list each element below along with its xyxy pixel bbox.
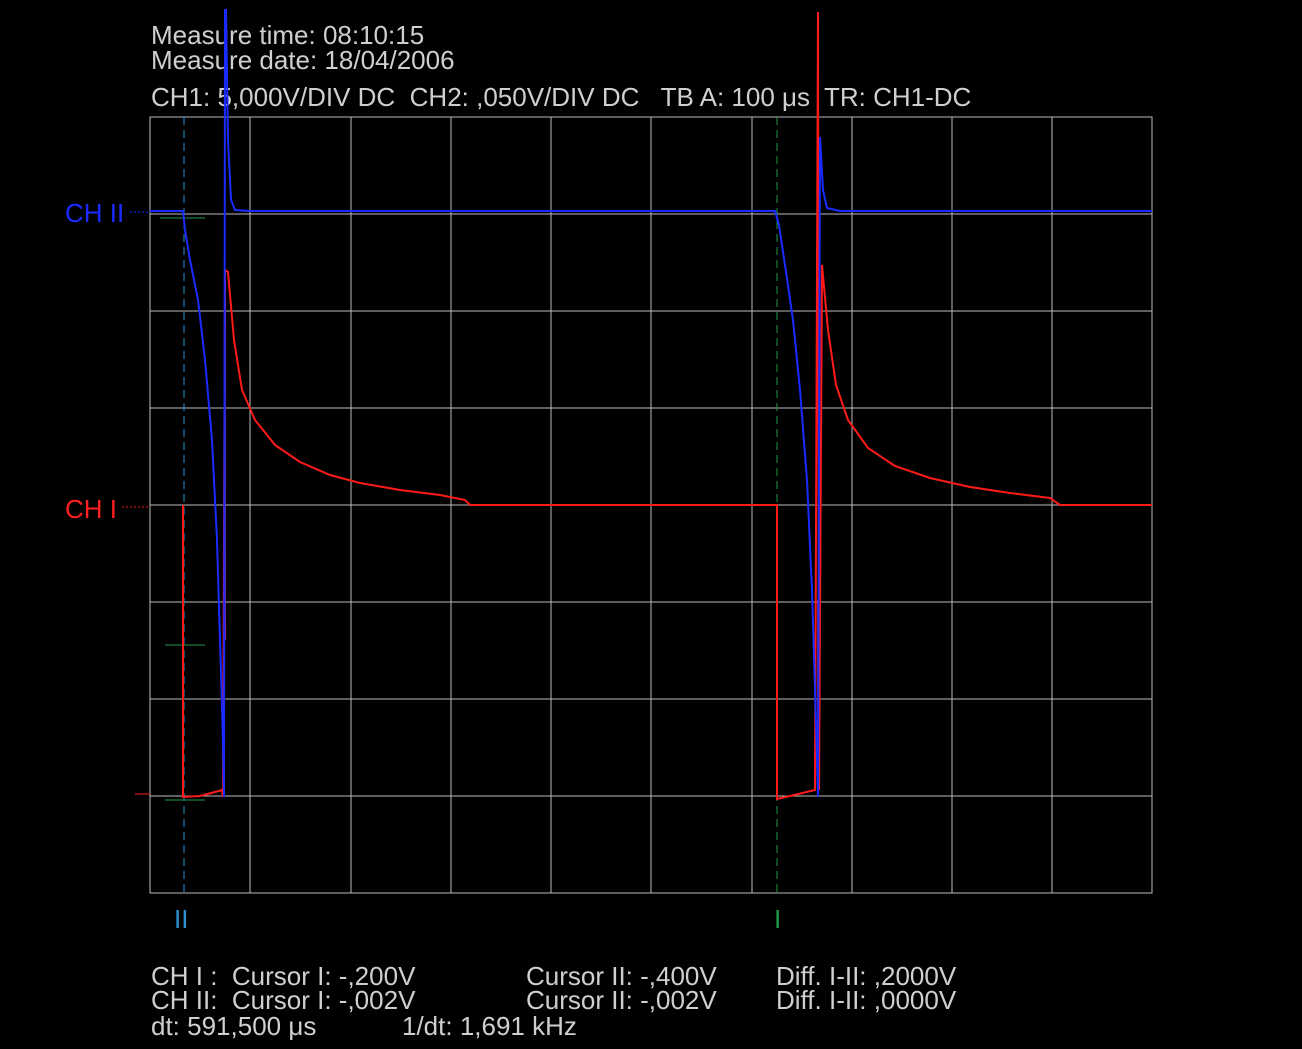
readout: CH I : Cursor I: -,200V	[151, 961, 416, 991]
cursor-1-label: I	[774, 904, 781, 934]
ch2-label: CH II	[65, 198, 124, 228]
readout: Cursor II: -,400V	[526, 961, 717, 991]
readout: 1/dt: 1,691 kHz	[402, 1011, 577, 1041]
ch1-label: CH I	[65, 494, 117, 524]
readout: Diff. I-II: ,0000V	[776, 985, 957, 1015]
readout: Cursor II: -,002V	[526, 985, 717, 1015]
ch2-trace	[150, 9, 1152, 798]
measure-date: Measure date: 18/04/2006	[151, 45, 455, 75]
measure-time: Measure time: 08:10:15	[151, 20, 424, 50]
readout: CH II: Cursor I: -,002V	[151, 985, 416, 1015]
readout: dt: 591,500 μs	[151, 1011, 316, 1041]
scope-settings: CH1: 5,000V/DIV DC CH2: ,050V/DIV DC TB …	[151, 82, 971, 112]
readout: Diff. I-II: ,2000V	[776, 961, 957, 991]
cursor-2-label: II	[174, 904, 188, 934]
graticule	[149, 116, 1153, 894]
